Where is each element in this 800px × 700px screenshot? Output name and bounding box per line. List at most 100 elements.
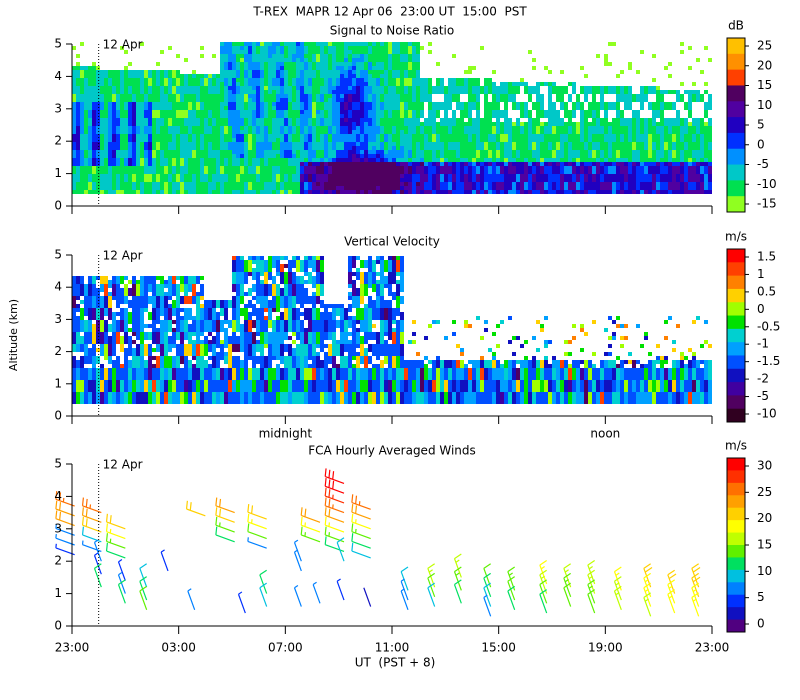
echo-cell [436,62,440,66]
echo-cell [672,142,676,146]
echo-cell [460,190,464,194]
echo-cell [388,78,392,82]
echo-cell [488,190,492,194]
echo-cell [184,90,188,94]
echo-cell [708,138,712,142]
echo-cell [572,154,576,158]
echo-cell [416,114,420,118]
echo-cell [376,154,380,158]
echo-cell [668,150,672,154]
echo-cell [524,106,528,110]
echo-cell [392,162,396,166]
echo-cell [212,174,216,178]
echo-cell [176,186,180,190]
echo-cell [360,158,364,162]
echo-cell [600,186,604,190]
echo-cell [276,46,280,50]
echo-cell [560,98,564,102]
echo-cell [264,138,268,142]
echo-cell [492,130,496,134]
echo-cell [104,94,108,98]
echo-cell [388,42,392,46]
echo-cell [412,138,416,142]
echo-cell [504,130,508,134]
echo-cell [556,146,560,150]
echo-cell [140,126,144,130]
echo-cell [592,102,596,106]
echo-cell [688,126,692,130]
echo-cell [628,166,632,170]
echo-cell [148,74,152,78]
echo-cell [604,138,608,142]
echo-cell [148,70,152,74]
echo-cell [364,94,368,98]
echo-cell [584,178,588,182]
echo-cell [328,50,332,54]
echo-cell [540,158,544,162]
echo-cell [244,130,248,134]
echo-cell [100,154,104,158]
echo-cell [88,142,92,146]
echo-cell [288,130,292,134]
echo-cell [140,94,144,98]
echo-cell [264,102,268,106]
echo-cell [240,58,244,62]
echo-cell [268,142,272,146]
echo-cell [460,106,464,110]
echo-cell [228,142,232,146]
echo-cell [608,158,612,162]
echo-cell [456,118,460,122]
echo-cell [692,122,696,126]
echo-cell [308,182,312,186]
echo-cell [164,170,168,174]
echo-cell [80,126,84,130]
echo-cell [248,186,252,190]
echo-cell [84,186,88,190]
echo-cell [460,158,464,162]
echo-cell [440,150,444,154]
echo-cell [508,122,512,126]
echo-cell [256,186,260,190]
echo-cell [452,178,456,182]
echo-cell [276,134,280,138]
echo-cell [340,190,344,194]
echo-cell [260,178,264,182]
echo-cell [284,82,288,86]
echo-cell [392,62,396,66]
echo-cell [444,154,448,158]
echo-cell [348,70,352,74]
y-tick-label: 4 [54,69,62,83]
echo-cell [688,174,692,178]
echo-cell [124,114,128,118]
echo-cell [528,162,532,166]
echo-cell [188,174,192,178]
echo-cell [332,182,336,186]
echo-cell [396,174,400,178]
echo-cell [316,42,320,46]
echo-cell [232,74,236,78]
echo-cell [396,170,400,174]
echo-cell [356,178,360,182]
echo-cell [412,90,416,94]
echo-cell [304,186,308,190]
echo-cell [172,162,176,166]
echo-cell [224,78,228,82]
echo-cell [536,186,540,190]
echo-cell [320,50,324,54]
echo-cell [396,150,400,154]
echo-cell [284,158,288,162]
echo-cell [452,170,456,174]
echo-cell [460,166,464,170]
echo-cell [280,150,284,154]
echo-cell [340,158,344,162]
echo-cell [272,138,276,142]
echo-cell [468,150,472,154]
echo-cell [480,182,484,186]
echo-cell [340,42,344,46]
echo-cell [344,138,348,142]
echo-cell [628,66,632,70]
echo-cell [504,150,508,154]
echo-cell [212,114,216,118]
echo-cell [232,174,236,178]
echo-cell [140,130,144,134]
